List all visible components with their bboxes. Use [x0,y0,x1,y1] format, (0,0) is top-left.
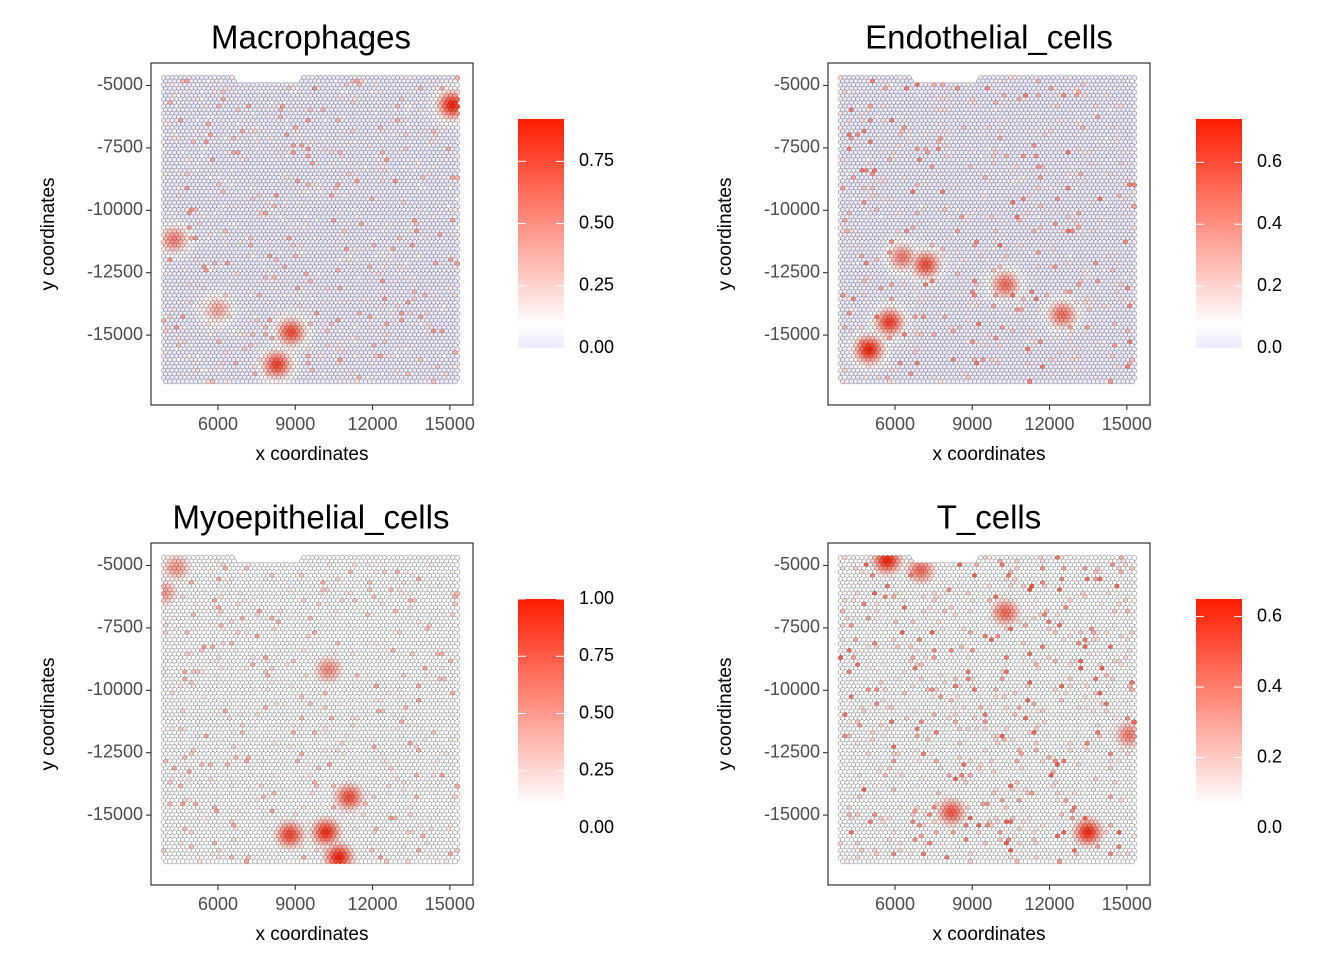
spot-layer [161,75,460,385]
panel-title: Macrophages [211,19,411,56]
